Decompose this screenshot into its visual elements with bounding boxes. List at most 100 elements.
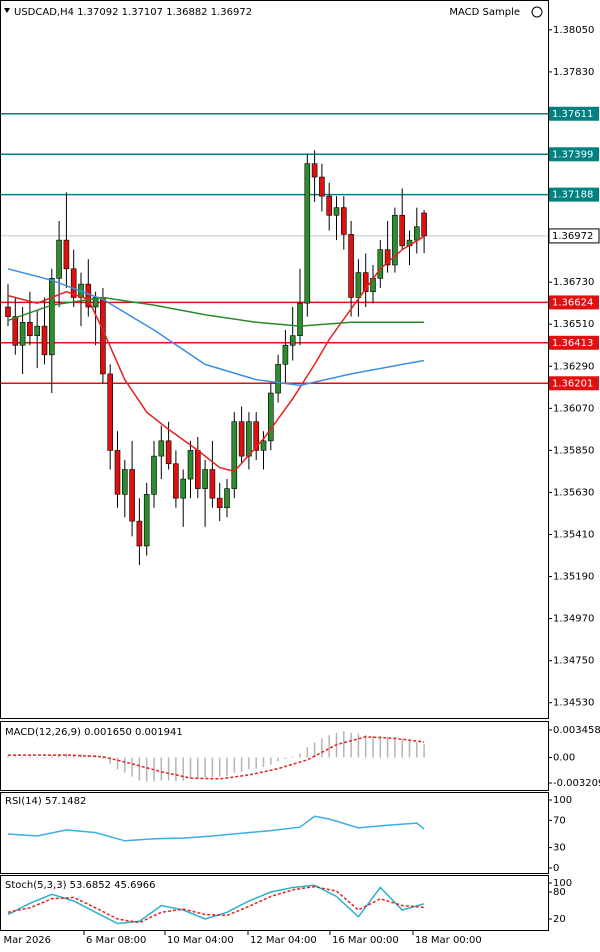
expert-icon[interactable] [531,6,543,18]
level-label: 1.36413 [552,338,593,349]
histogram-bar [343,731,345,758]
histogram-bar [58,754,60,758]
candle-body [122,469,128,495]
signal-line [8,736,425,780]
histogram-bar [270,757,272,765]
candle-body [333,207,340,216]
y-tick-label: 1.36510 [553,319,594,330]
y-tick-label: 1.34750 [553,656,594,667]
level-label: 1.37399 [552,149,593,160]
histogram-bar [131,757,133,777]
moving-average [7,296,425,327]
x-tick-label: 10 Mar 04:00 [167,935,234,946]
histogram-bar [321,738,323,758]
candle-body [392,214,398,266]
candle-body [253,421,259,451]
histogram-bar [372,735,374,758]
candle-body [158,440,165,457]
candle-body [165,440,172,465]
histogram-bar [226,757,228,776]
indicator-title: RSI(14) 57.1482 [5,796,86,807]
candle-body [114,450,121,495]
y-tick-label: 0.003458 [553,725,600,736]
indicator-line [7,885,425,924]
candle-body [377,249,384,279]
histogram-bar [306,747,309,758]
candle-body [362,272,369,293]
y-tick-label: 1.34530 [553,698,594,709]
y-tick-label: 1.36290 [553,361,594,372]
y-tick-label: 1.36730 [553,277,594,288]
x-tick-label: 6 Mar 08:00 [86,935,146,946]
y-tick-label: 80 [553,887,566,898]
level-label: 1.37611 [552,109,593,120]
moving-average [7,268,425,387]
histogram-bar [218,757,221,777]
x-tick-label: 4 Mar 2026 [0,935,51,946]
candle-body [19,322,26,346]
candle-body [187,450,194,480]
candle-body [275,364,281,394]
histogram-bar [43,757,46,759]
histogram-bar [109,757,111,764]
candle-body [282,344,289,365]
level-tag [549,376,599,391]
candle-body [311,163,318,178]
histogram-bar [182,757,184,781]
candle-body [136,520,143,547]
candle-body [246,421,252,457]
indicator-line [7,815,425,842]
candle-body [224,488,230,509]
y-tick-label: 20 [553,914,566,925]
histogram-bar [7,755,9,758]
candle-body [56,239,62,279]
candle-body [348,234,354,298]
histogram-bar [408,740,411,758]
candle-body [34,325,41,336]
level-label: 1.36201 [552,378,593,389]
histogram-bar [350,732,352,758]
level-tag [549,335,599,350]
histogram-bar [299,753,301,758]
candle-body [399,214,406,247]
histogram-bar [124,757,126,773]
histogram-bar [233,757,236,773]
indicator-title: Stoch(5,3,3) 53.6852 45.6966 [5,880,156,891]
candle-body [63,239,70,270]
candle-body [12,316,19,346]
y-tick-label: 1.36070 [553,403,594,414]
x-tick-label: 16 Mar 00:00 [332,935,399,946]
y-tick-label: 100 [553,878,572,889]
y-tick-label: 100 [553,795,572,806]
x-tick-label: 12 Mar 04:00 [250,935,317,946]
histogram-bar [175,757,177,782]
histogram-bar [386,737,389,758]
histogram-bar [80,754,82,758]
histogram-bar [102,757,104,760]
candle-body [319,176,325,197]
y-tick-label: 1.37830 [553,67,594,78]
histogram-bar [51,755,53,758]
histogram-bar [364,735,367,758]
candle-body [180,478,186,499]
menu-arrow[interactable] [4,8,10,13]
candle-body [238,421,245,457]
x-tick-label: 18 Mar 00:00 [415,935,482,946]
y-tick-label: 1.38050 [553,25,594,36]
candle-body [5,306,11,317]
histogram-bar [262,757,265,768]
expert-name: MACD Sample [449,7,520,18]
candle-body [260,440,267,451]
level-tag [549,147,599,162]
histogram-bar [313,742,316,758]
candle-body [297,302,303,336]
histogram-bar [14,756,17,758]
candle-body [304,163,311,304]
candle-body [231,421,238,489]
histogram-bar [29,756,31,758]
histogram-bar [248,757,250,770]
stoch-pane [0,875,549,931]
indicator-title: MACD(12,26,9) 0.001650 0.001941 [5,727,183,738]
histogram-bar [36,757,38,758]
level-tag [549,106,599,121]
